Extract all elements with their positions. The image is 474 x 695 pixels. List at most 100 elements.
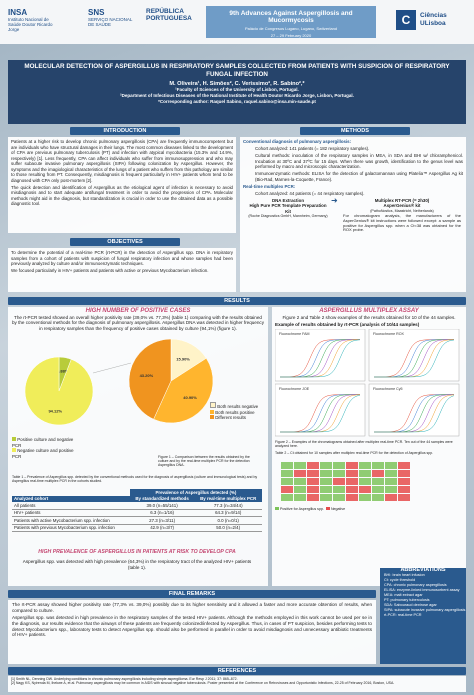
republica-logo-text: REPÚBLICA PORTUGUESA xyxy=(146,8,192,22)
table-cell: 6.3 (n=1/16) xyxy=(129,509,195,517)
methods-heading: METHODS xyxy=(300,127,410,135)
table-2-cell xyxy=(359,493,371,501)
sns-logo-text: SNS xyxy=(88,8,105,17)
left-pie-slice xyxy=(24,356,94,425)
table-2-cell xyxy=(398,469,410,477)
objectives-paragraph-1: To determine the potential of a real-tim… xyxy=(11,250,233,266)
introduction-heading: INTRODUCTION xyxy=(70,127,180,135)
table-super-header-cell: Prevalence of Aspergillus detected (%) xyxy=(129,489,262,496)
table-2-cell xyxy=(346,485,358,493)
legend-item: Negative culture and positive PCR xyxy=(12,448,82,459)
legend-label: Different results xyxy=(215,415,246,420)
high-positive-heading: HIGH NUMBER OF POSITIVE CASES xyxy=(85,308,191,314)
legend-item: Different results xyxy=(210,415,265,421)
table-2-cell xyxy=(359,461,371,469)
amplification-panel-frame xyxy=(274,328,366,381)
amplification-panel: Fluorochrome FAM xyxy=(274,328,366,381)
dna-kit-label: High Pure PCR Template Preparation Kit xyxy=(249,203,327,214)
table-2-cell xyxy=(333,469,345,477)
multiplex-heading: ASPERGILLUS MULTIPLEX ASSAY xyxy=(319,308,419,314)
table-cell: 42.9 (n=3/7) xyxy=(129,524,195,532)
table-2-cell xyxy=(307,485,319,493)
table-2-cell xyxy=(294,469,306,477)
introduction-paragraph-1: Patients at a higher risk to develop chr… xyxy=(11,139,233,183)
table-2-cell xyxy=(281,485,293,493)
table-row: HIV+ patients 6.3 (n=1/16) 64.3 (n=9/14) xyxy=(12,509,262,517)
pie-connector xyxy=(92,362,132,373)
amplification-panel: Fluorochrome JOE xyxy=(274,383,366,436)
table-2-cell xyxy=(385,477,397,485)
left-pie-slice-label: 94.12% xyxy=(48,408,62,413)
table-2-cell xyxy=(333,477,345,485)
amplification-panel-title: Fluorochrome ROX xyxy=(373,332,405,336)
table-2-cell xyxy=(294,461,306,469)
table-cell: 77.3 (n=34/44) xyxy=(194,502,262,510)
header-bar: INSA Instituto Nacional de Saúde Doutor … xyxy=(0,0,474,44)
table-2-cell xyxy=(307,493,319,501)
right-pie-slice-label: 15.90% xyxy=(176,356,190,361)
table-2-cell xyxy=(372,461,384,469)
table-row: All patients 39.0 (n=55/141) 77.3 (n=34/… xyxy=(12,502,262,510)
ciencias-line2: ULisboa xyxy=(420,20,446,27)
abbreviation-item: rt-PCR: real-time PCR xyxy=(384,613,422,617)
table-2-cell xyxy=(281,477,293,485)
table-2-cell xyxy=(372,485,384,493)
objectives-paragraph-2: We focused particularly in HIV+ patients… xyxy=(11,268,209,273)
table-cell: Patients with active Mycobacterium spp. … xyxy=(12,516,130,525)
table-2-cell xyxy=(294,477,306,485)
amplification-curve xyxy=(374,394,455,432)
multiplex-pcr-step: Multiplex RT-PCR (= 2h30) AsperGenius® k… xyxy=(343,198,461,234)
insa-logo-text: INSA xyxy=(8,8,28,17)
table-2-cell xyxy=(372,477,384,485)
cohort-1-text: Cohort analyzed: 141 patients (= 182 res… xyxy=(255,146,370,151)
pie-legend-right: Both results negative Both results posit… xyxy=(210,402,265,421)
legend-item: Positive culture and negative PCR xyxy=(12,437,82,448)
table-header-cell: By real-time multiplex PCR xyxy=(194,495,262,502)
legend-label: Both results positive xyxy=(215,409,255,415)
table-2-cell xyxy=(385,469,397,477)
ciencias-logo: C Ciências ULisboa xyxy=(396,8,468,36)
multiplex-pcr-label: Multiplex RT-PCR (= 2h30) xyxy=(374,197,430,203)
affiliation-1: ¹Faculty of Sciences of the University o… xyxy=(175,87,299,92)
amplification-panel-title: Fluorochrome JOE xyxy=(279,387,310,391)
table-2-cell xyxy=(307,477,319,485)
left-pie-slice-label: 5.88% xyxy=(57,368,69,373)
methods-panel: Conventional diagnosis of pulmonary aspe… xyxy=(240,137,466,292)
final-remarks-panel: The rt-PCR assay showed higher positivit… xyxy=(8,600,376,664)
table-2-caption: Table 2 – Ct obtained for 10 samples aft… xyxy=(275,451,434,456)
table-2-cell xyxy=(333,461,345,469)
chromatogram-note: For chromatogram analysis, the manufactu… xyxy=(343,213,461,233)
table-2-cell xyxy=(281,461,293,469)
insa-logo-subtext: Instituto Nacional de Saúde Doutor Ricar… xyxy=(8,17,53,32)
objectives-panel: To determine the potential of a real-tim… xyxy=(8,248,236,292)
ciencias-logo-icon: C xyxy=(396,10,416,30)
table-2-cell xyxy=(294,485,306,493)
legend-label: Positive culture and negative PCR xyxy=(12,437,74,448)
table-2-cell xyxy=(359,477,371,485)
cultural-methods-text: Cultural methods: inoculation of the res… xyxy=(255,153,463,169)
table-cell: 27.3 (n=3/11) xyxy=(129,516,195,525)
table-1-caption: Table 1 – Prevalence of Aspergillus spp.… xyxy=(12,475,258,484)
table-header: Analyzed cohort By standardized methods … xyxy=(12,495,262,502)
amplification-panel-title: Fluorochrome FAM xyxy=(279,332,310,336)
legend-positive: Positive for Aspergillus spp. xyxy=(280,507,324,512)
table-2-cell xyxy=(346,477,358,485)
table-header-cell: Analyzed cohort xyxy=(12,495,130,502)
abbreviation-item: BHI: brain heart infusion xyxy=(384,573,425,577)
table-cell: 39.0 (n=55/141) xyxy=(129,502,195,510)
right-pie-slice xyxy=(128,338,172,420)
introduction-paragraph-2: The quick detection and identification o… xyxy=(11,184,233,207)
table-2-cell xyxy=(359,485,371,493)
references-heading: REFERENCES xyxy=(8,667,466,675)
arrow-right-icon: ➜ xyxy=(331,195,338,205)
table-cell: All patients xyxy=(12,502,130,510)
results-heading: RESULTS xyxy=(8,297,466,305)
title-banner: MOLECULAR DETECTION OF ASPERGILLUS IN RE… xyxy=(8,60,466,124)
realtime-pcr-heading: Real-time multiplex PCR: xyxy=(243,183,296,189)
abbreviations-panel: ABBREVIATIONS BHI: brain heart infusion … xyxy=(380,567,466,664)
ciencias-line1: Ciências xyxy=(420,12,447,19)
table-2-cell xyxy=(320,477,332,485)
table-2-cell xyxy=(307,461,319,469)
workflow-diagram: DNA Extraction High Pure PCR Template Pr… xyxy=(243,195,463,238)
table-2-cell xyxy=(294,493,306,501)
